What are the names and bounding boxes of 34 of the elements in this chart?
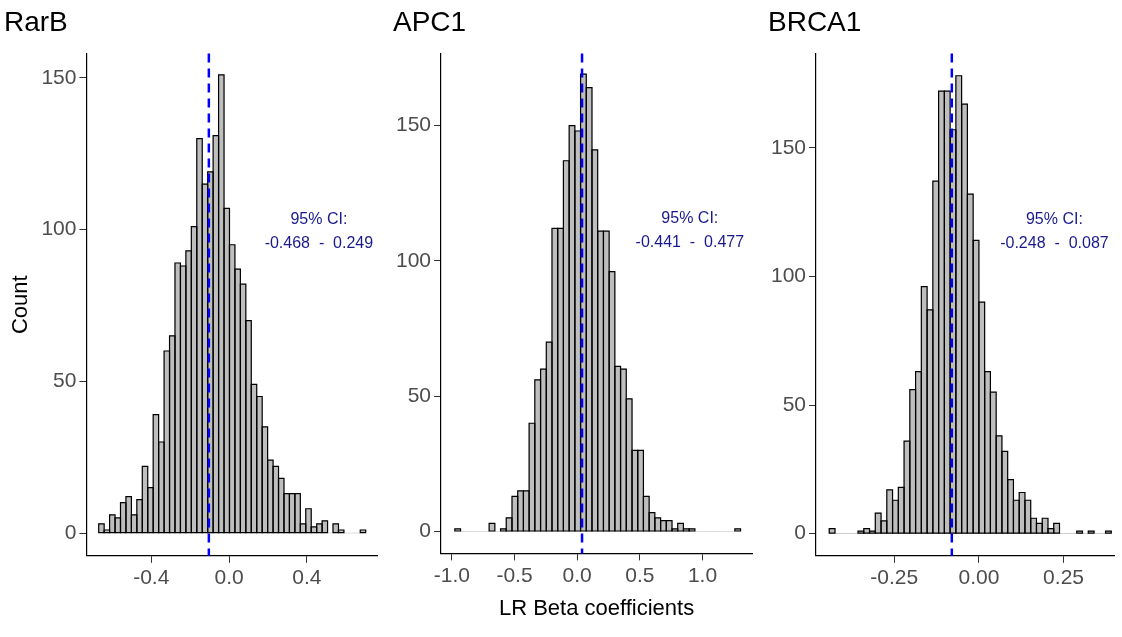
annotation: -0.441 - 0.477 (635, 232, 745, 250)
x-tick-label: 0.5 (625, 562, 655, 586)
x-tick-label: 0.4 (292, 565, 322, 589)
y-tick-label: 50 (53, 368, 77, 392)
chart-title: RarB (4, 5, 68, 37)
chart-title: APC1 (393, 5, 467, 37)
y-axis-title: Count (7, 275, 33, 335)
y-tick-label: 150 (770, 134, 807, 158)
y-tick-label: 150 (41, 64, 77, 88)
y-tick-label: 100 (41, 216, 77, 240)
x-tick-label: -0.25 (870, 565, 919, 589)
x-tick-label: 1.0 (687, 562, 718, 586)
x-tick-label: -0.4 (133, 565, 170, 589)
annotation: -0.468 - 0.249 (264, 233, 374, 251)
chart-title: BRCA1 (768, 5, 862, 37)
annotation: 95% CI: (1025, 209, 1083, 227)
x-axis-title: LR Beta coefficients (498, 594, 695, 620)
y-tick-label: 100 (395, 247, 432, 271)
x-tick-label: 0.0 (562, 562, 592, 586)
y-tick-label: 150 (395, 112, 432, 136)
y-tick-label: 0 (64, 519, 77, 543)
annotation: -0.248 - 0.087 (1000, 233, 1109, 251)
y-tick-label: 0 (794, 520, 807, 544)
x-tick-label: 0.0 (214, 565, 244, 589)
y-tick-label: 0 (419, 518, 432, 542)
x-tick-label: 0.25 (1043, 565, 1084, 589)
annotation: 95% CI: (661, 208, 719, 226)
x-tick-label: -0.5 (496, 562, 533, 586)
x-tick-label: -1.0 (433, 562, 470, 586)
y-tick-label: 50 (407, 382, 432, 406)
y-tick-label: 100 (770, 263, 807, 287)
annotation: 95% CI: (290, 209, 348, 227)
y-tick-label: 50 (782, 391, 807, 415)
x-tick-label: 0.00 (958, 565, 1000, 589)
